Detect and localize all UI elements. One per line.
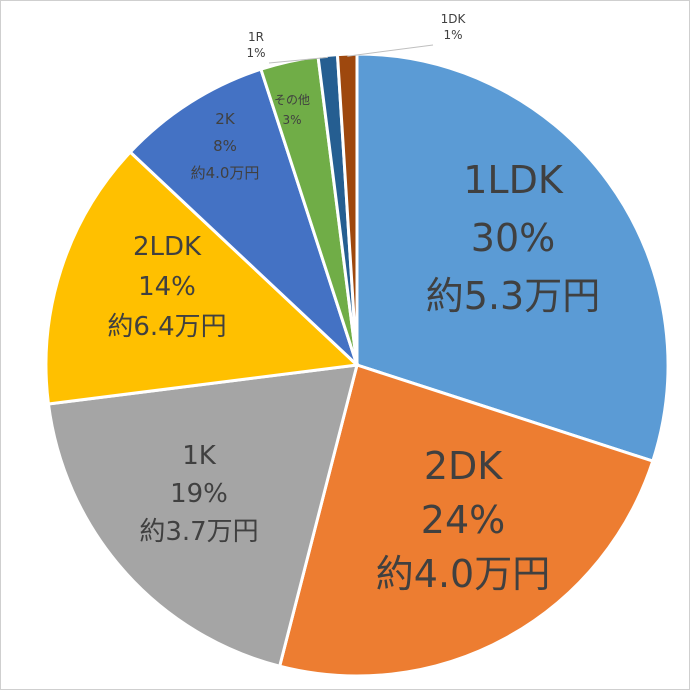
pie-slice-2ldk bbox=[44, 149, 361, 406]
pie-slice-1ldk bbox=[355, 52, 670, 463]
data-label-1k-percent-label: 19% bbox=[170, 479, 228, 509]
pie-slice-2dk bbox=[277, 363, 655, 678]
data-label-2dk-name: 2DK bbox=[424, 444, 503, 488]
data-label-1ldk-name: 1LDK bbox=[463, 158, 564, 202]
data-label-1k-rent-label: 約3.7万円 bbox=[139, 517, 258, 547]
pie-slice-2k bbox=[128, 67, 359, 367]
data-label-1dk-name: 1DK bbox=[441, 12, 467, 26]
data-label-2k-rent-label: 約4.0万円 bbox=[191, 164, 260, 182]
pie-slice-1k bbox=[46, 363, 360, 669]
data-label-1dk-percent-label: 1% bbox=[443, 28, 462, 42]
data-label-2ldk-rent-label: 約6.4万円 bbox=[107, 312, 226, 342]
data-label-other-percent-label: 3% bbox=[282, 113, 301, 127]
data-label-2k-percent-label: 8% bbox=[213, 137, 237, 155]
data-label-1ldk-percent-label: 30% bbox=[471, 216, 555, 260]
data-label-2ldk-name: 2LDK bbox=[133, 232, 202, 262]
pie-slice-1dk bbox=[335, 52, 359, 366]
data-label-1ldk-rent-label: 約5.3万円 bbox=[426, 274, 600, 318]
data-label-1r-name: 1R bbox=[248, 30, 264, 44]
data-label-2dk-percent-label: 24% bbox=[421, 498, 505, 542]
data-label-2k-name: 2K bbox=[215, 110, 236, 128]
data-label-1k-name: 1K bbox=[182, 441, 217, 471]
data-label-2ldk-percent-label: 14% bbox=[138, 272, 196, 302]
leader-line-1dk bbox=[347, 44, 434, 57]
data-label-1r-percent-label: 1% bbox=[246, 46, 265, 60]
data-label-2dk-rent-label: 約4.0万円 bbox=[376, 552, 550, 596]
data-label-other-name: その他 bbox=[274, 93, 310, 107]
leader-line-1r bbox=[268, 56, 328, 64]
